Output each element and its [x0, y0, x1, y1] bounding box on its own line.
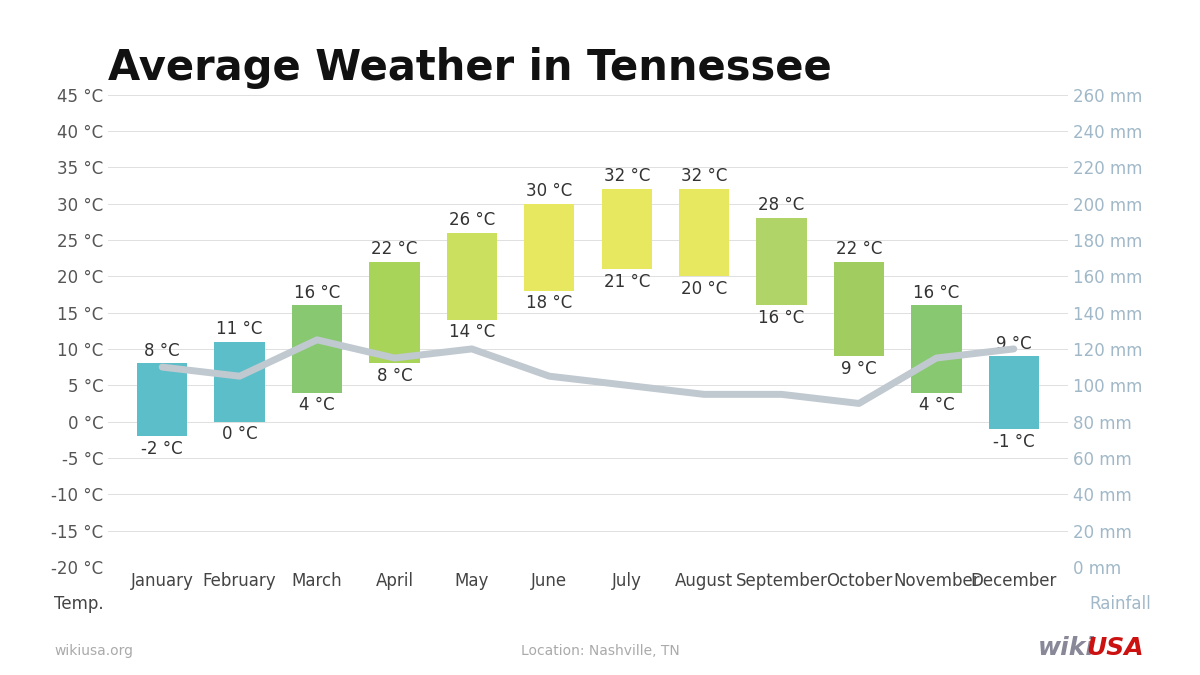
Text: -2 °C: -2 °C — [142, 440, 184, 458]
Text: Average Weather in Tennessee: Average Weather in Tennessee — [108, 47, 832, 89]
Bar — [756, 218, 806, 305]
Text: 4 °C: 4 °C — [918, 396, 954, 414]
Text: 22 °C: 22 °C — [835, 240, 882, 258]
Bar — [524, 204, 575, 291]
Text: 26 °C: 26 °C — [449, 211, 494, 229]
Bar — [446, 233, 497, 320]
Text: 4 °C: 4 °C — [299, 396, 335, 414]
Text: 32 °C: 32 °C — [680, 167, 727, 186]
Bar — [911, 305, 961, 393]
Bar — [989, 356, 1039, 429]
Text: Temp.: Temp. — [54, 595, 103, 613]
Text: USA: USA — [1086, 636, 1144, 660]
Text: -1 °C: -1 °C — [992, 433, 1034, 450]
Text: 16 °C: 16 °C — [913, 284, 960, 302]
Bar — [601, 189, 652, 269]
Text: 21 °C: 21 °C — [604, 273, 650, 291]
Text: 28 °C: 28 °C — [758, 196, 805, 215]
Bar — [215, 342, 265, 422]
Text: wiki: wiki — [1038, 636, 1096, 660]
Text: 11 °C: 11 °C — [216, 320, 263, 338]
Text: 30 °C: 30 °C — [526, 182, 572, 200]
Text: Location: Nashville, TN: Location: Nashville, TN — [521, 644, 679, 658]
Text: 0 °C: 0 °C — [222, 425, 258, 443]
Text: 20 °C: 20 °C — [682, 280, 727, 298]
Text: 18 °C: 18 °C — [526, 294, 572, 313]
Bar — [370, 262, 420, 363]
Text: 9 °C: 9 °C — [996, 335, 1032, 352]
Bar — [834, 262, 884, 356]
Bar — [292, 305, 342, 393]
Text: 8 °C: 8 °C — [377, 367, 413, 385]
Text: Rainfall: Rainfall — [1090, 595, 1151, 613]
Text: 32 °C: 32 °C — [604, 167, 650, 186]
Text: wikiusa.org: wikiusa.org — [54, 644, 133, 658]
Text: 9 °C: 9 °C — [841, 360, 877, 378]
Bar — [679, 189, 730, 276]
Bar — [137, 363, 187, 436]
Text: 14 °C: 14 °C — [449, 323, 494, 342]
Text: 22 °C: 22 °C — [371, 240, 418, 258]
Text: 16 °C: 16 °C — [294, 284, 340, 302]
Text: 8 °C: 8 °C — [144, 342, 180, 360]
Text: 16 °C: 16 °C — [758, 309, 805, 327]
